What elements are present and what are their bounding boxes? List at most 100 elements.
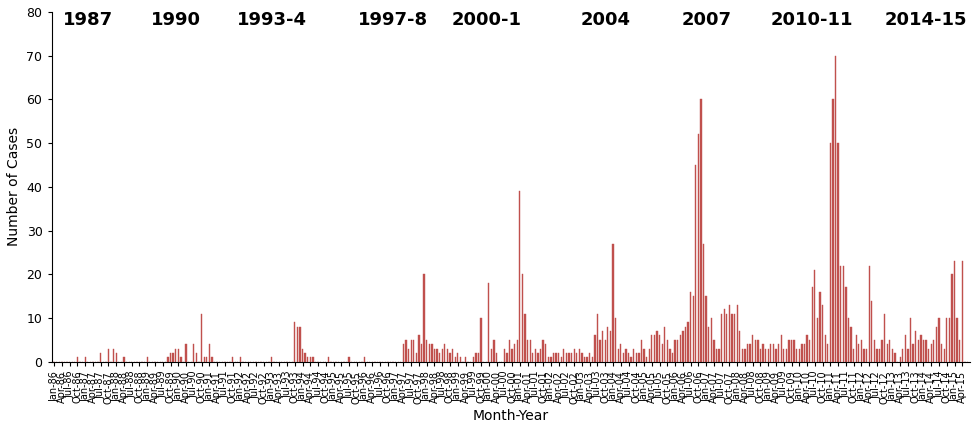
Bar — [449, 353, 450, 362]
Bar — [488, 283, 489, 362]
Bar — [123, 357, 125, 362]
Bar — [426, 340, 427, 362]
Bar — [589, 353, 590, 362]
Bar — [527, 340, 529, 362]
Bar — [545, 344, 546, 362]
Bar — [944, 349, 945, 362]
Bar — [299, 327, 301, 362]
Bar — [206, 357, 207, 362]
Bar — [920, 335, 921, 362]
Bar — [677, 340, 678, 362]
Bar — [630, 357, 632, 362]
Bar — [908, 349, 909, 362]
Bar — [674, 340, 676, 362]
Bar — [302, 349, 303, 362]
Bar — [708, 327, 709, 362]
Bar — [201, 313, 202, 362]
Bar — [784, 349, 785, 362]
Bar — [107, 349, 109, 362]
Bar — [602, 331, 603, 362]
Bar — [889, 340, 890, 362]
Bar — [669, 349, 670, 362]
Bar — [752, 335, 753, 362]
Bar — [490, 349, 492, 362]
Bar — [781, 335, 782, 362]
Bar — [858, 344, 860, 362]
Bar — [822, 305, 824, 362]
Bar — [514, 344, 515, 362]
Bar — [765, 349, 766, 362]
Bar — [644, 349, 645, 362]
Bar — [657, 331, 658, 362]
Bar — [504, 349, 505, 362]
Bar — [460, 357, 461, 362]
Bar — [812, 287, 813, 362]
Bar — [203, 357, 205, 362]
Bar — [649, 349, 650, 362]
Bar — [864, 349, 865, 362]
Bar — [744, 349, 745, 362]
Bar — [628, 353, 629, 362]
Bar — [410, 340, 412, 362]
Bar — [625, 349, 626, 362]
Bar — [724, 309, 725, 362]
Bar — [605, 340, 606, 362]
Bar — [607, 327, 609, 362]
Bar — [832, 99, 833, 362]
Bar — [804, 344, 805, 362]
Bar — [881, 340, 883, 362]
X-axis label: Month-Year: Month-Year — [473, 409, 549, 423]
Bar — [680, 335, 681, 362]
Bar — [408, 349, 409, 362]
Bar — [661, 344, 662, 362]
Bar — [403, 344, 404, 362]
Bar — [886, 344, 888, 362]
Bar — [754, 340, 756, 362]
Bar — [532, 353, 533, 362]
Bar — [548, 357, 549, 362]
Bar — [790, 340, 792, 362]
Bar — [415, 353, 417, 362]
Bar — [473, 357, 474, 362]
Bar — [439, 353, 441, 362]
Bar — [910, 318, 912, 362]
Bar — [327, 357, 329, 362]
Bar — [307, 357, 309, 362]
Bar — [147, 357, 148, 362]
Bar — [405, 340, 406, 362]
Bar — [698, 134, 699, 362]
Bar — [313, 357, 314, 362]
Bar — [690, 292, 692, 362]
Bar — [866, 349, 868, 362]
Bar — [452, 349, 453, 362]
Bar — [209, 344, 210, 362]
Bar — [876, 349, 877, 362]
Bar — [594, 335, 596, 362]
Bar — [437, 349, 438, 362]
Bar — [900, 357, 901, 362]
Bar — [561, 357, 562, 362]
Bar — [688, 322, 689, 362]
Bar — [636, 353, 637, 362]
Bar — [651, 335, 653, 362]
Bar — [457, 353, 458, 362]
Bar — [702, 244, 704, 362]
Bar — [475, 353, 477, 362]
Bar — [869, 266, 870, 362]
Bar — [173, 353, 174, 362]
Bar — [530, 340, 531, 362]
Bar — [762, 344, 764, 362]
Bar — [905, 335, 906, 362]
Bar — [239, 357, 241, 362]
Bar — [571, 353, 573, 362]
Bar — [798, 349, 800, 362]
Text: 2004: 2004 — [580, 12, 630, 29]
Bar — [511, 349, 513, 362]
Bar — [740, 331, 741, 362]
Bar — [902, 349, 904, 362]
Bar — [446, 349, 448, 362]
Bar — [305, 353, 306, 362]
Bar — [613, 244, 614, 362]
Bar — [734, 313, 736, 362]
Bar — [615, 318, 616, 362]
